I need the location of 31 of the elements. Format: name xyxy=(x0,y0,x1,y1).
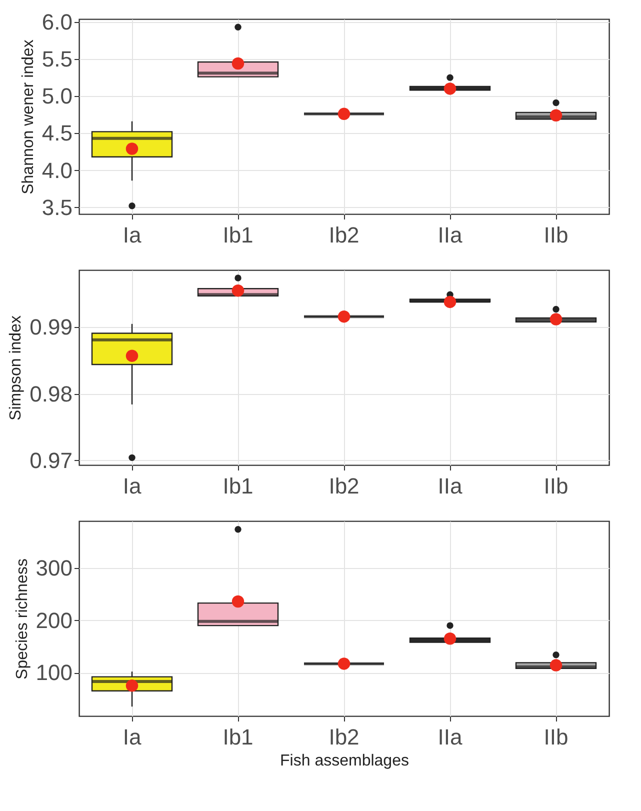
x-tick-label: Ib1 xyxy=(222,724,254,750)
y-tick-label: 200 xyxy=(36,608,72,633)
y-axis-title: Species richness xyxy=(14,558,31,680)
x-tick-label: Ib2 xyxy=(328,724,360,750)
y-tick-label: 5.5 xyxy=(42,46,72,72)
x-tick-label: IIa xyxy=(438,474,463,498)
x-tick-label: IIa xyxy=(438,222,463,248)
x-tick-label: Ia xyxy=(122,474,142,498)
x-axis-title: Fish assemblages xyxy=(280,752,409,770)
y-tick-label: 6.0 xyxy=(42,9,72,34)
y-tick-label: 100 xyxy=(36,660,72,686)
y-axis-title: Simpson index xyxy=(8,316,25,420)
x-tick-label: Ia xyxy=(122,724,142,750)
x-tick-label: IIb xyxy=(544,474,568,498)
y-axis-title: Shannon wener index xyxy=(20,40,37,194)
y-tick-label: 5.0 xyxy=(42,84,72,109)
x-tick-label: IIb xyxy=(544,724,568,750)
y-tick-label: 4.0 xyxy=(42,158,72,183)
x-tick-label: IIa xyxy=(438,724,463,750)
y-tick-label: 300 xyxy=(36,556,72,581)
y-tick-label: 0.98 xyxy=(30,381,72,406)
y-tick-label: 0.97 xyxy=(30,448,72,473)
x-tick-label: Ia xyxy=(122,222,142,248)
y-tick-label: 3.5 xyxy=(42,194,72,220)
x-tick-label: Ib1 xyxy=(222,222,254,248)
y-tick-label: 4.5 xyxy=(42,120,72,146)
x-tick-label: Ib1 xyxy=(222,474,254,498)
x-tick-label: Ib2 xyxy=(328,222,360,248)
x-tick-label: Ib2 xyxy=(328,474,360,498)
y-tick-label: 0.99 xyxy=(30,314,72,340)
x-tick-label: IIb xyxy=(544,222,568,248)
